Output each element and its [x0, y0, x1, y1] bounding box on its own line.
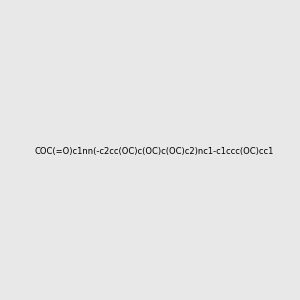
- Text: COC(=O)c1nn(-c2cc(OC)c(OC)c(OC)c2)nc1-c1ccc(OC)cc1: COC(=O)c1nn(-c2cc(OC)c(OC)c(OC)c2)nc1-c1…: [34, 147, 273, 156]
